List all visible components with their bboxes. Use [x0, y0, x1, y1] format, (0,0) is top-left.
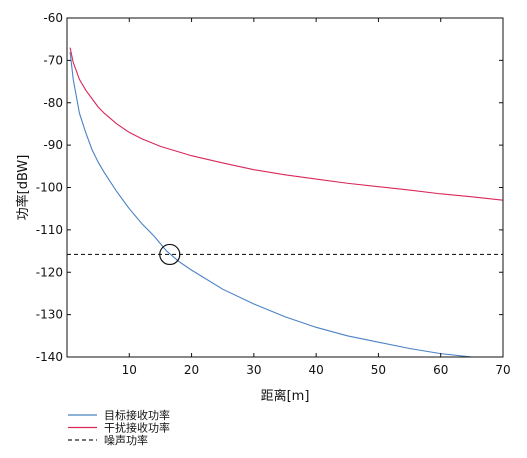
- x-axis-label: 距离[m]: [261, 388, 310, 404]
- axes: 10 20 30 40 50 60 70 -60 -70 -80 -90 -100 -110 -120 -1…: [36, 11, 511, 377]
- x-tick-label: 70: [495, 363, 510, 377]
- x-tick-label: 20: [184, 363, 199, 377]
- legend-label-3: 噪声功率: [104, 433, 148, 447]
- legend-label-1: 目标接收功率: [104, 408, 170, 422]
- x-tick-label: 10: [122, 363, 137, 377]
- x-tick-label: 30: [246, 363, 261, 377]
- series-line-1: [69, 51, 472, 357]
- plot-frame: [66, 17, 504, 358]
- y-tick-label: -90: [43, 138, 63, 152]
- y-tick-label: -100: [36, 181, 63, 195]
- y-tick-label: -120: [36, 265, 63, 279]
- y-tick-label: -140: [36, 350, 63, 364]
- x-tick-label: 40: [309, 363, 324, 377]
- plot-area: [67, 47, 503, 357]
- y-tick-label: -110: [36, 223, 63, 237]
- y-tick-label: -60: [43, 11, 63, 25]
- y-axis-label: 功率[dBW]: [15, 155, 31, 221]
- y-tick-label: -130: [36, 308, 63, 322]
- y-tick-label: -80: [43, 96, 63, 110]
- series-line-2: [69, 47, 503, 201]
- legend-label-2: 干扰接收功率: [104, 421, 170, 435]
- x-tick-label: 50: [371, 363, 386, 377]
- y-tick-label: -70: [43, 53, 63, 67]
- x-tick-label: 60: [433, 363, 448, 377]
- intersection-circle-marker: [159, 243, 181, 266]
